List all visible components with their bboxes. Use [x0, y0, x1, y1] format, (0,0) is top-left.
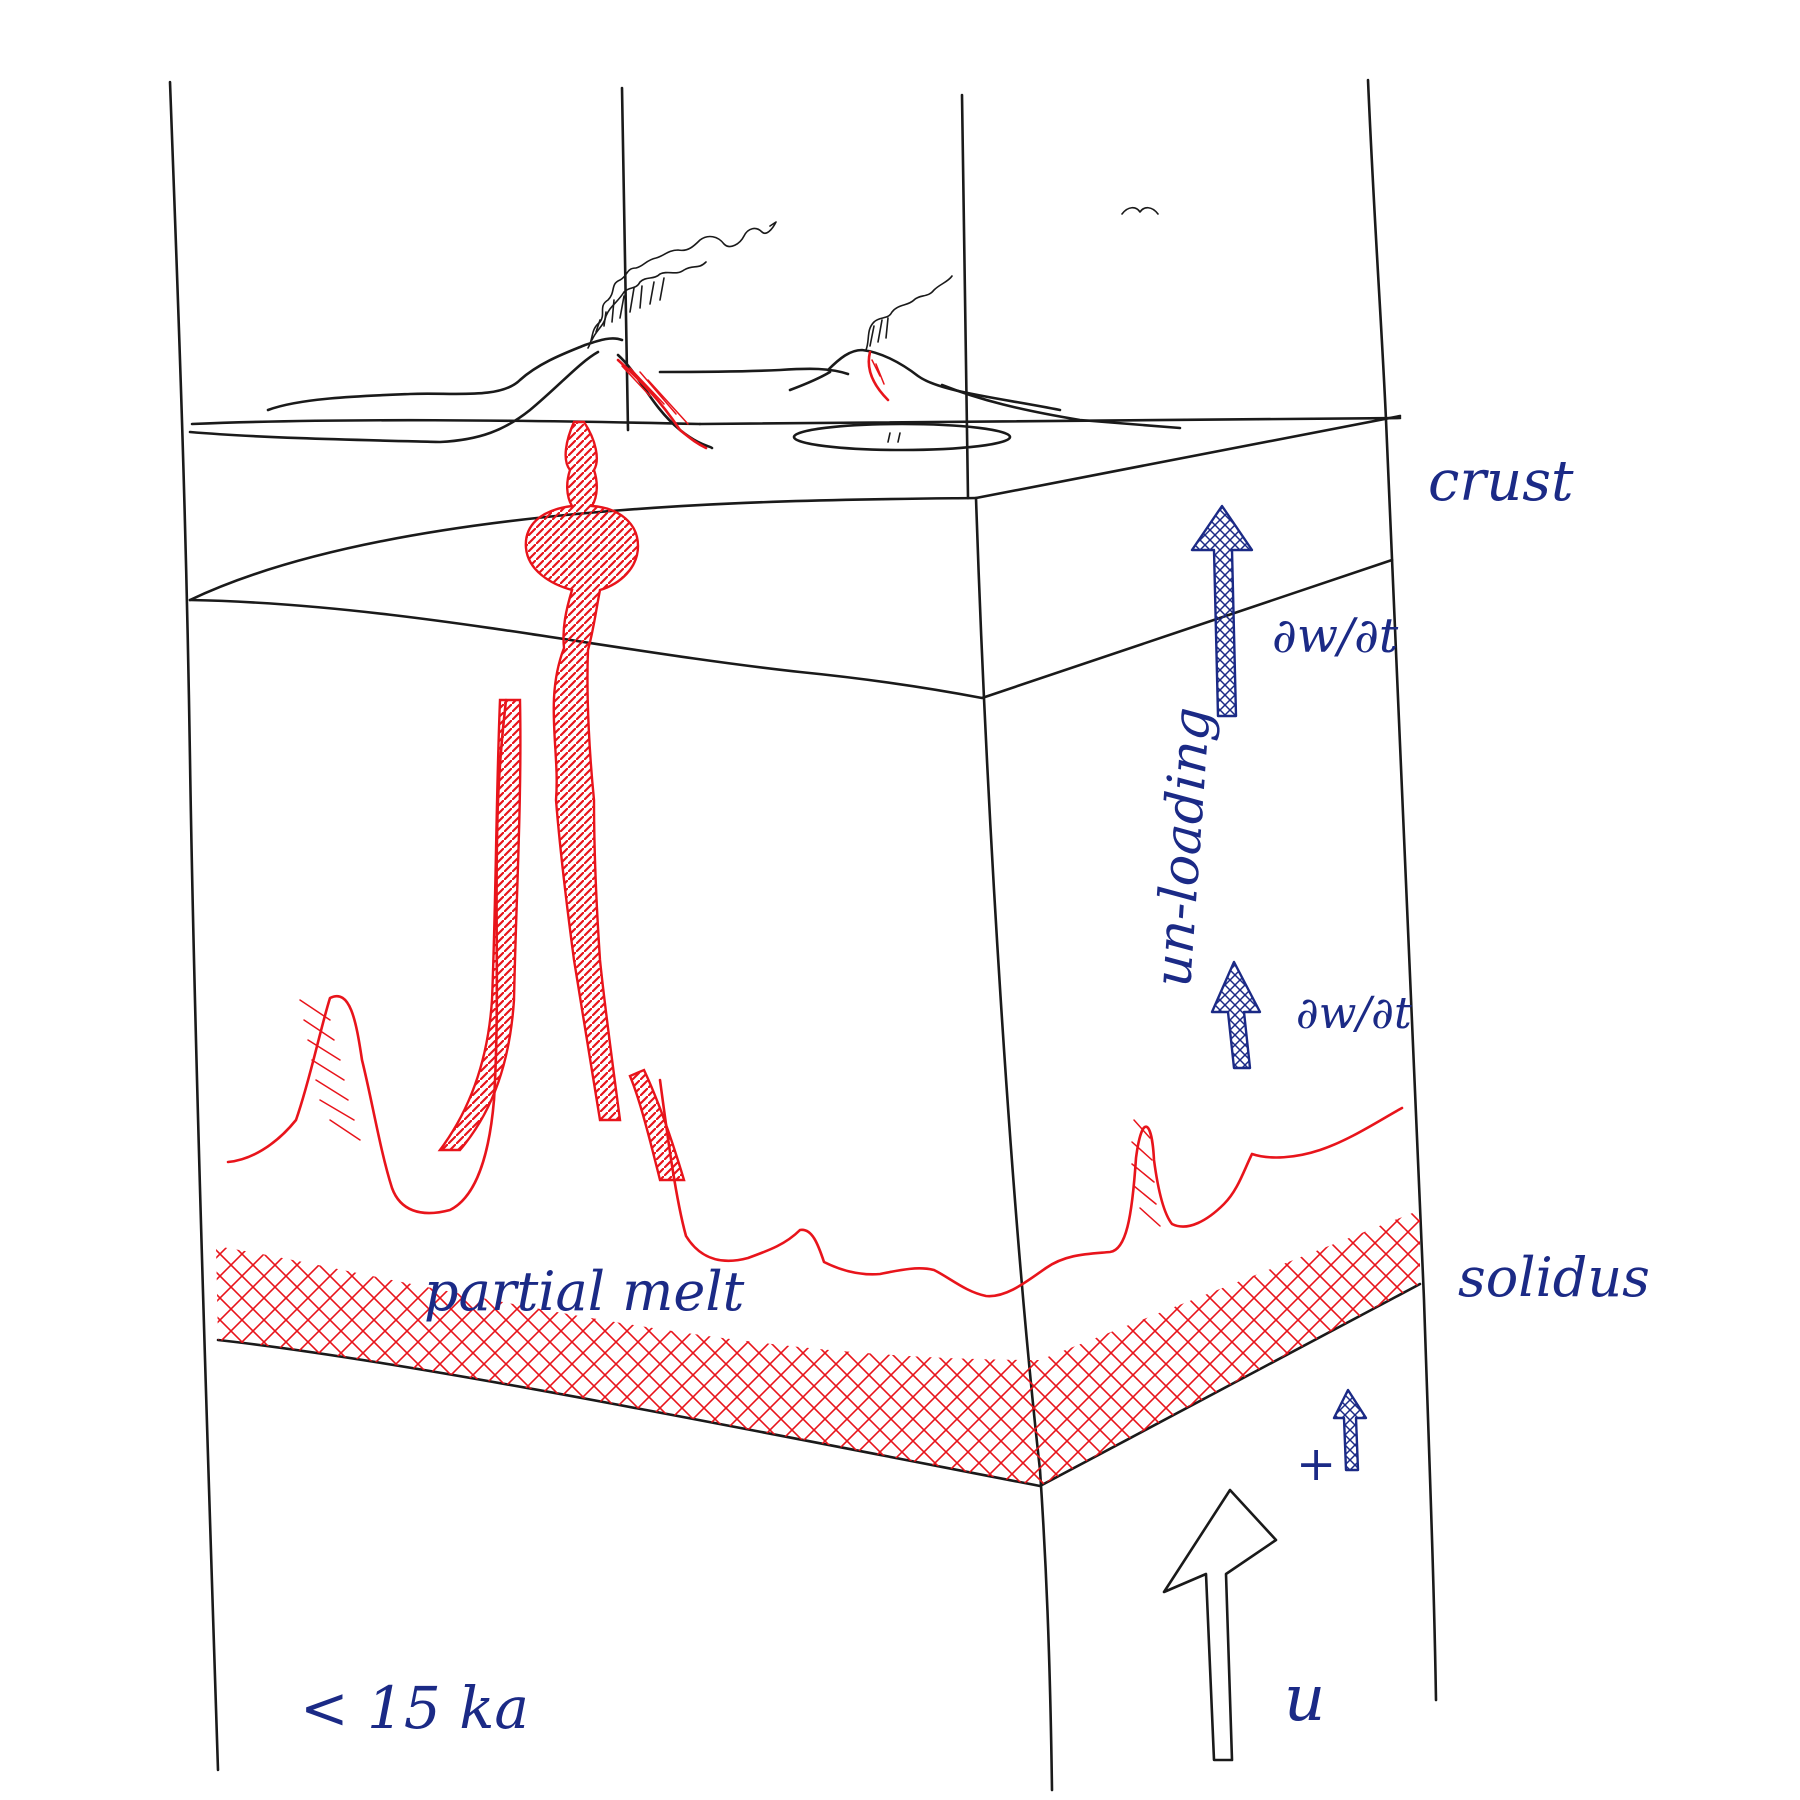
- partial-melt-zone: [216, 1210, 1420, 1486]
- upwelling-arrow-icon: [1162, 1488, 1278, 1762]
- crust-label: crust: [1428, 449, 1574, 514]
- partial-melt-label: partial melt: [424, 1260, 745, 1323]
- block-edges: [168, 78, 1438, 1792]
- labels: crust un-loading ∂w/∂t ∂w/∂t partial mel…: [300, 449, 1650, 1742]
- solidus-label: solidus: [1458, 1246, 1650, 1309]
- magma-conduit: [437, 420, 686, 1182]
- dwdt-lower-label: ∂w/∂t: [1296, 988, 1412, 1039]
- unloading-arrows: [1190, 504, 1368, 1472]
- melt-envelope: [226, 698, 1404, 1298]
- main-volcano-plume: [587, 221, 777, 349]
- small-uplift-arrow-icon: [1332, 1388, 1368, 1472]
- dwdt-upper-label: ∂w/∂t: [1272, 608, 1399, 664]
- medium-uplift-arrow-icon: [1210, 960, 1262, 1070]
- surface-topography: [188, 337, 1402, 452]
- lava-flows: [616, 350, 890, 450]
- unloading-label: un-loading: [1143, 705, 1222, 989]
- melt-shading: [299, 999, 1161, 1227]
- upwelling-label: u: [1284, 1662, 1325, 1736]
- bird-icon: [1121, 206, 1159, 215]
- age-label: < 15 ka: [300, 1674, 529, 1742]
- large-uplift-arrow-icon: [1190, 504, 1254, 718]
- small-volcano-plume: [865, 275, 953, 351]
- plus-label: +: [1296, 1436, 1336, 1492]
